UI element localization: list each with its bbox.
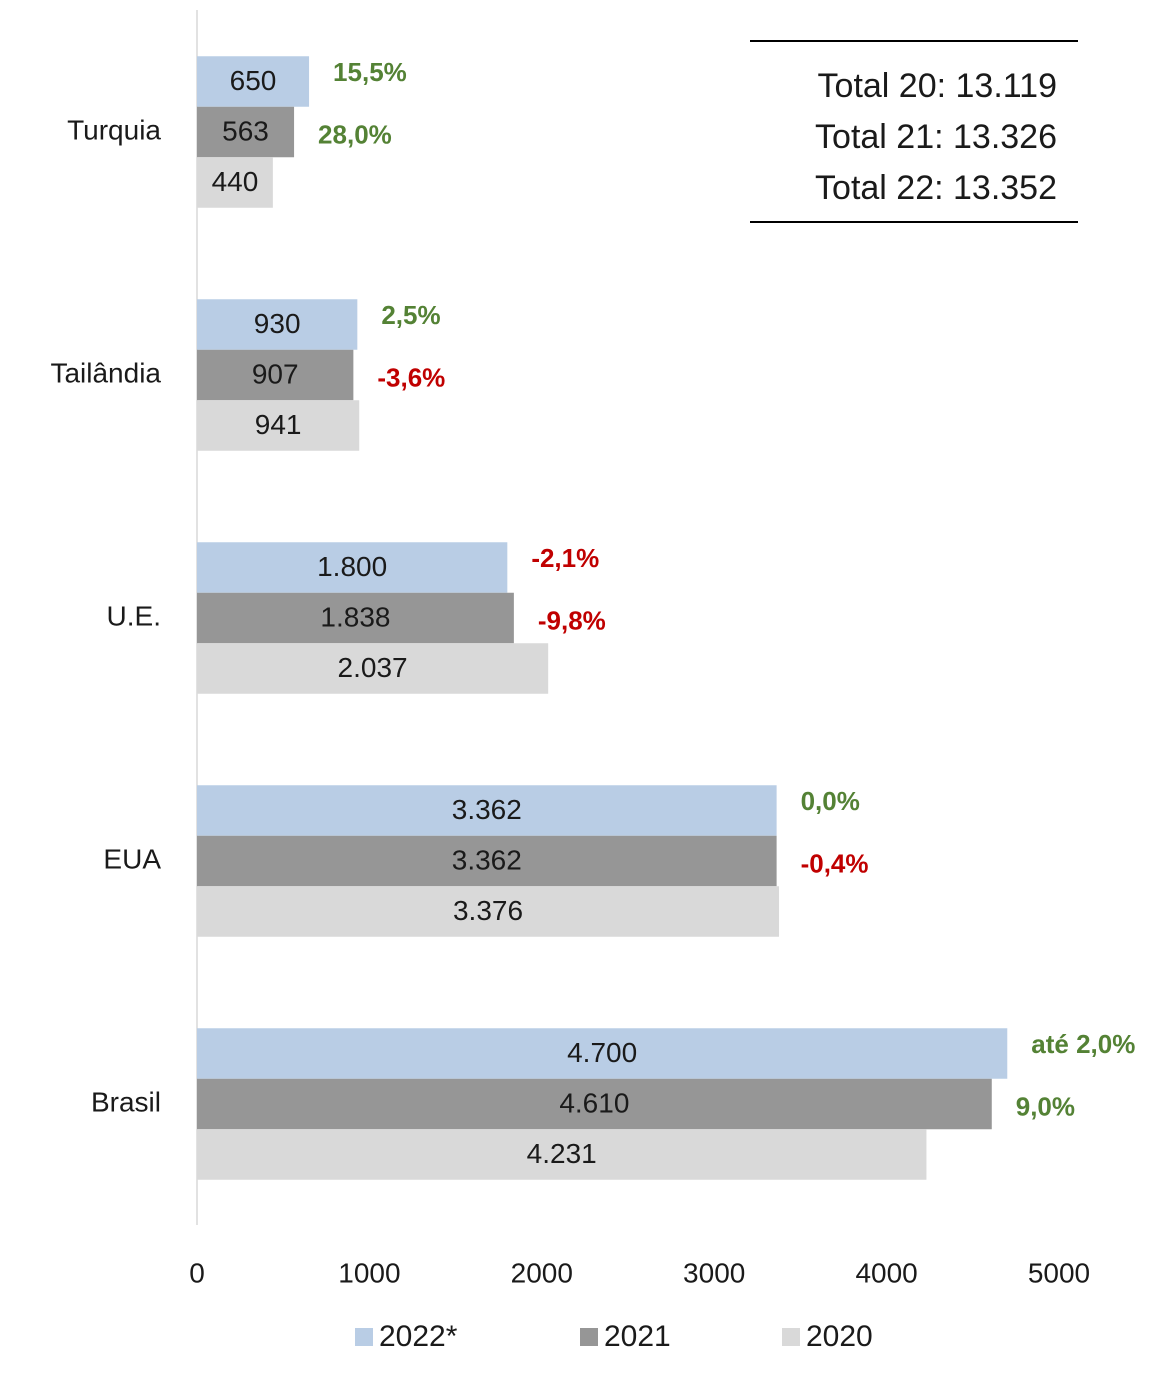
bar — [197, 299, 358, 350]
x-tick-label: 3000 — [683, 1257, 745, 1288]
value-label: 3.376 — [453, 895, 523, 926]
value-label: 1.838 — [320, 601, 390, 632]
legend-label: 2020 — [806, 1320, 873, 1353]
bar — [197, 1129, 927, 1180]
change-label: 9,0% — [1016, 1092, 1075, 1122]
category-label: Tailândia — [50, 357, 161, 388]
bar — [197, 1078, 992, 1130]
bar — [197, 106, 295, 158]
category-label: Turquia — [67, 114, 161, 145]
total-label: Total 22: 13.352 — [815, 169, 1057, 207]
x-tick-label: 4000 — [855, 1257, 917, 1288]
change-label: -2,1% — [531, 543, 599, 573]
bar — [197, 785, 777, 836]
legend-swatch — [782, 1328, 800, 1346]
bar — [197, 56, 310, 107]
change-label: 2,5% — [381, 300, 440, 330]
value-label: 3.362 — [452, 844, 522, 875]
change-label: -0,4% — [801, 849, 869, 879]
value-label: 1.800 — [317, 551, 387, 582]
change-label: 15,5% — [333, 57, 407, 87]
x-tick-label: 5000 — [1028, 1257, 1090, 1288]
x-tick-label: 2000 — [511, 1257, 573, 1288]
legend-swatch — [580, 1328, 598, 1346]
category-label: U.E. — [107, 600, 161, 631]
bar — [197, 1028, 1008, 1079]
legend-swatch — [355, 1328, 373, 1346]
bar — [197, 592, 514, 644]
bar — [197, 835, 777, 887]
change-label: 0,0% — [801, 786, 860, 816]
value-label: 941 — [255, 409, 302, 440]
value-label: 930 — [254, 308, 301, 339]
total-label: Total 21: 13.326 — [815, 118, 1057, 156]
value-label: 3.362 — [452, 794, 522, 825]
category-label: Brasil — [91, 1086, 161, 1117]
bar — [197, 349, 354, 401]
change-label: -9,8% — [538, 606, 606, 636]
value-label: 4.700 — [567, 1037, 637, 1068]
bar — [197, 542, 508, 593]
legend-label: 2022* — [379, 1320, 458, 1353]
x-tick-label: 0 — [189, 1257, 205, 1288]
bar — [197, 157, 273, 208]
bar — [197, 886, 780, 937]
x-tick-label: 1000 — [338, 1257, 400, 1288]
value-label: 563 — [222, 115, 269, 146]
value-label: 650 — [230, 65, 277, 96]
value-label: 440 — [212, 166, 259, 197]
value-label: 907 — [252, 358, 299, 389]
value-label: 4.610 — [559, 1087, 629, 1118]
change-label: 28,0% — [318, 120, 392, 150]
value-label: 4.231 — [527, 1138, 597, 1169]
bar — [197, 400, 360, 451]
legend-label: 2021 — [604, 1320, 671, 1353]
change-label: até 2,0% — [1031, 1029, 1135, 1059]
change-label: -3,6% — [377, 363, 445, 393]
bar — [197, 643, 549, 694]
category-label: EUA — [103, 843, 161, 874]
total-label: Total 20: 13.119 — [818, 67, 1057, 105]
value-label: 2.037 — [338, 652, 408, 683]
